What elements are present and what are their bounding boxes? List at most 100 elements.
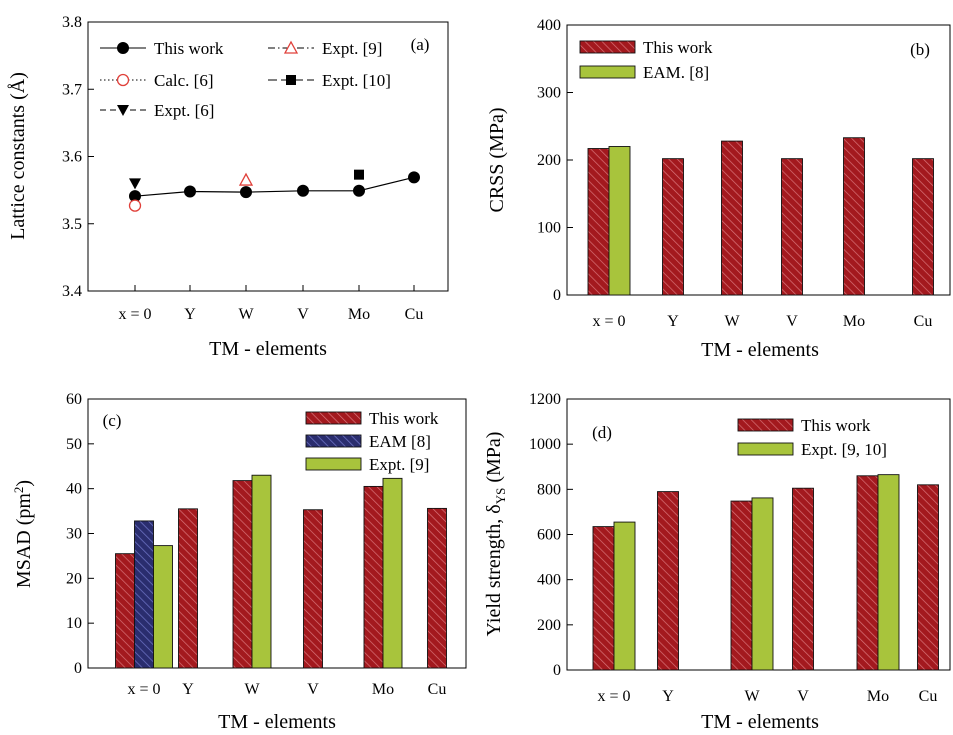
marker-filled-circle (353, 184, 365, 197)
bar (912, 158, 934, 296)
y-tick-label: 0 (553, 662, 561, 679)
legend-swatch (305, 457, 362, 471)
x-tick-label: Mo (372, 681, 394, 698)
x-tick-label: W (744, 688, 760, 705)
legend-label: Expt. [9] (369, 455, 429, 474)
y-tick-label: 600 (537, 527, 561, 544)
y-axis-label-main: MSAD (pm (13, 493, 35, 588)
x-axis-label: TM - elements (701, 711, 819, 733)
legend: This work EAM. [8] (579, 38, 713, 82)
x-tick-label: Y (182, 681, 194, 698)
x-tick-label: V (307, 681, 319, 698)
x-tick-label: Cu (405, 306, 424, 323)
bar (303, 509, 323, 669)
x-axis-label: TM - elements (209, 338, 327, 360)
marker-open-circle (116, 73, 130, 87)
bar (662, 158, 684, 296)
legend: This work Calc. [6] Expt. [6] Expt. [9] Expt… (100, 39, 391, 120)
data-marks (592, 474, 939, 671)
bar (363, 485, 384, 669)
legend: This work EAM [8] Expt. [9] (305, 409, 439, 474)
y-tick-label: 200 (537, 152, 561, 169)
legend-label: EAM. [8] (643, 63, 709, 82)
legend-swatch (305, 411, 362, 425)
bar (427, 507, 447, 669)
y-tick-label: 3.5 (62, 216, 82, 233)
bar (877, 474, 900, 671)
y-tick-label: 0 (553, 287, 561, 304)
bar (153, 545, 173, 669)
x-tick-label: W (244, 681, 260, 698)
bar (115, 553, 135, 669)
legend-label: EAM [8] (369, 432, 431, 451)
legend-label: This work (369, 409, 439, 428)
y-tick-label: 60 (66, 391, 82, 408)
legend-label: Expt. [6] (154, 101, 214, 120)
y-tick-label: 800 (537, 481, 561, 498)
legend-label: This work (801, 416, 871, 435)
legend-label: This work (643, 38, 713, 57)
y-tick-label: 3.6 (62, 149, 82, 166)
bar (608, 146, 631, 296)
y-tick-label: 3.8 (62, 14, 82, 31)
x-axis-label: TM - elements (701, 339, 819, 361)
bar (251, 474, 272, 669)
marker-filled-square (354, 169, 364, 180)
y-tick-label: 300 (537, 85, 561, 102)
bar (134, 520, 154, 669)
bar (382, 477, 403, 669)
y-tick-label: 100 (537, 220, 561, 237)
bar (917, 484, 939, 671)
data-marks (128, 169, 420, 212)
bar (751, 497, 774, 671)
axis-ticks: 3.4 3.5 3.6 3.7 3.8 x = 0 Y W V Mo Cu (62, 14, 423, 323)
bar (613, 521, 636, 671)
y-tick-label: 200 (537, 617, 561, 634)
marker-filled-circle (240, 186, 252, 199)
marker-filled-circle (184, 185, 196, 198)
y-axis-label: MSAD (pm2) (11, 480, 35, 588)
legend-swatch (579, 65, 636, 79)
y-tick-label: 400 (537, 572, 561, 589)
marker-triangle-up (238, 172, 254, 186)
y-tick-label: 30 (66, 526, 82, 543)
y-tick-label: 1200 (529, 391, 561, 408)
x-tick-label: Y (184, 306, 196, 323)
bar (592, 526, 615, 671)
panel-label: (c) (103, 411, 122, 430)
bar (856, 475, 879, 671)
x-tick-label: Mo (867, 688, 889, 705)
legend-label: Calc. [6] (154, 71, 213, 90)
bar (657, 491, 679, 671)
x-tick-label: V (797, 688, 809, 705)
y-tick-label: 10 (66, 615, 82, 632)
y-tick-label: 400 (537, 17, 561, 34)
y-tick-label: 3.4 (62, 283, 82, 300)
marker-triangle-up (283, 40, 299, 54)
yield-strength-chart: 0 200 400 600 800 1000 1200 x = 0 Y W V Mo Cu (d) TM… (483, 391, 951, 733)
x-tick-label: V (297, 306, 309, 323)
y-axis-label-main: Yield strength, δ (483, 504, 505, 636)
y-tick-label: 1000 (529, 436, 561, 453)
legend-swatch (737, 418, 794, 432)
bar (587, 148, 610, 296)
legend-label: Expt. [9] (322, 39, 382, 58)
panel-label: (a) (411, 35, 430, 54)
y-tick-label: 3.7 (62, 81, 82, 98)
y-axis-label-close: ) (13, 480, 35, 487)
x-tick-label: x = 0 (118, 306, 151, 323)
y-tick-label: 50 (66, 436, 82, 453)
bar (730, 500, 753, 671)
marker-open-circle (128, 199, 142, 212)
x-tick-label: Y (662, 688, 674, 705)
x-tick-label: x = 0 (127, 681, 160, 698)
x-tick-label: Mo (348, 306, 370, 323)
marker-triangle-down (129, 178, 141, 190)
bar (792, 487, 814, 671)
x-tick-label: W (238, 306, 254, 323)
panel-label: (d) (592, 423, 612, 442)
legend-label: Expt. [10] (322, 71, 391, 90)
x-tick-label: x = 0 (592, 313, 625, 330)
legend-label: This work (154, 39, 224, 58)
